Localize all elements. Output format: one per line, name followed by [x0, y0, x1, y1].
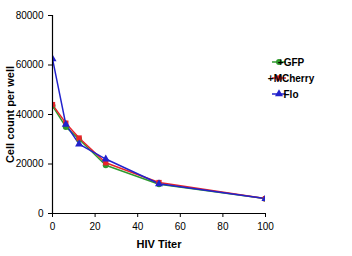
svg-text:60: 60	[175, 221, 187, 232]
svg-text:0: 0	[50, 221, 56, 232]
svg-text:Flo: Flo	[284, 89, 299, 100]
svg-text:40000: 40000	[16, 109, 44, 120]
svg-text:0: 0	[38, 208, 44, 219]
svg-text:Cell count per well: Cell count per well	[4, 66, 16, 163]
svg-text:100: 100	[257, 221, 274, 232]
svg-text:80000: 80000	[16, 10, 44, 21]
svg-text:80: 80	[217, 221, 229, 232]
svg-text:40: 40	[132, 221, 144, 232]
svg-text:+GFP: +GFP	[278, 57, 305, 68]
svg-text:60000: 60000	[16, 59, 44, 70]
svg-text:20: 20	[90, 221, 102, 232]
svg-text:+MCherry: +MCherry	[268, 73, 315, 84]
svg-text:HIV Titer: HIV Titer	[136, 238, 182, 250]
svg-text:20000: 20000	[16, 158, 44, 169]
